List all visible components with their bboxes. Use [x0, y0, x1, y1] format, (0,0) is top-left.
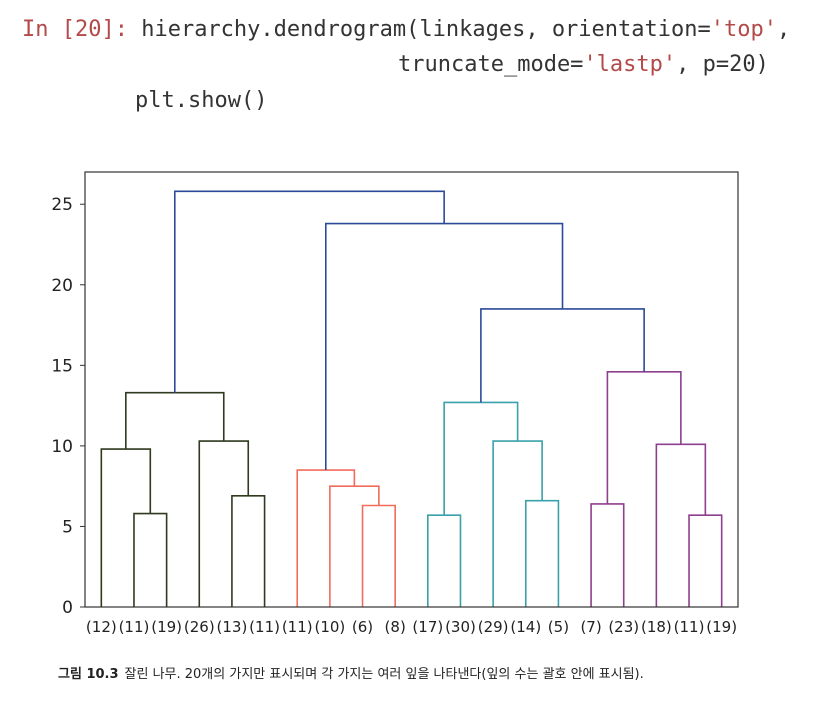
link-7 — [329, 485, 380, 607]
leaf-label: (11) — [282, 618, 313, 636]
caption-text: 잘린 나무. 20개의 가지만 표시되며 각 가지는 여러 잎을 나타낸다(잎의… — [124, 667, 644, 682]
link-6 — [361, 504, 396, 607]
link-2 — [100, 448, 152, 607]
link-15 — [655, 443, 707, 607]
leaf-label: (5) — [548, 618, 569, 636]
link-1 — [133, 512, 168, 607]
link-17 — [480, 308, 645, 403]
y-tick-label: 10 — [51, 437, 73, 457]
link-19 — [173, 190, 445, 393]
leaf-label: (19) — [706, 618, 737, 636]
link-14 — [688, 514, 723, 607]
code-text-2a: truncate_mode= — [398, 52, 584, 77]
code-text-3a: plt.show() — [135, 88, 268, 113]
leaf-label: (17) — [412, 618, 443, 636]
leaf-label: (23) — [608, 618, 639, 636]
leaf-label: (29) — [478, 618, 509, 636]
leaf-label: (18) — [641, 618, 672, 636]
link-3 — [231, 495, 266, 607]
leaf-label: (6) — [352, 618, 373, 636]
y-tick-label: 0 — [62, 598, 73, 618]
code-text-2b: 'lastp' — [583, 52, 677, 77]
code-line-3: plt.show() — [135, 88, 267, 113]
code-line-1: In [20]: hierarchy.dendrogram(linkages, … — [22, 17, 790, 42]
code-line-2: truncate_mode='lastp', p=20) — [398, 52, 769, 77]
leaf-label: (7) — [580, 618, 601, 636]
y-tick-label: 20 — [51, 276, 73, 296]
leaf-label: (8) — [385, 618, 406, 636]
link-11 — [492, 440, 543, 607]
leaf-label: (26) — [184, 618, 215, 636]
y-tick-label: 15 — [51, 356, 73, 376]
code-text-1c: , — [777, 17, 791, 42]
link-13 — [590, 503, 625, 607]
leaf-label: (14) — [510, 618, 541, 636]
leaf-label: (12) — [86, 618, 117, 636]
leaf-label: (19) — [151, 618, 182, 636]
plot-frame — [84, 171, 739, 608]
leaf-label: (11) — [119, 618, 150, 636]
code-text-1b: 'top' — [710, 17, 777, 42]
link-12 — [443, 401, 519, 516]
figure-caption: 그림 10.3 잘린 나무. 20개의 가지만 표시되며 각 가지는 여러 잎을 … — [58, 663, 644, 682]
leaf-label: (30) — [445, 618, 476, 636]
link-18 — [324, 222, 564, 471]
y-tick-label: 25 — [51, 195, 73, 215]
link-4 — [198, 440, 250, 607]
cell-prompt: In [20]: — [22, 17, 128, 42]
code-text-2c: , p=20) — [676, 52, 769, 77]
leaf-label: (11) — [674, 618, 705, 636]
y-tick-label: 5 — [62, 517, 73, 537]
code-text-1a: hierarchy.dendrogram(linkages, orientati… — [127, 17, 711, 42]
link-10 — [524, 499, 560, 607]
link-9 — [427, 514, 462, 607]
leaf-label: (11) — [249, 618, 280, 636]
caption-label: 그림 10.3 — [58, 667, 119, 682]
leaf-label: (10) — [314, 618, 345, 636]
leaf-label: (13) — [217, 618, 248, 636]
link-8 — [296, 469, 356, 607]
link-16 — [606, 370, 682, 504]
